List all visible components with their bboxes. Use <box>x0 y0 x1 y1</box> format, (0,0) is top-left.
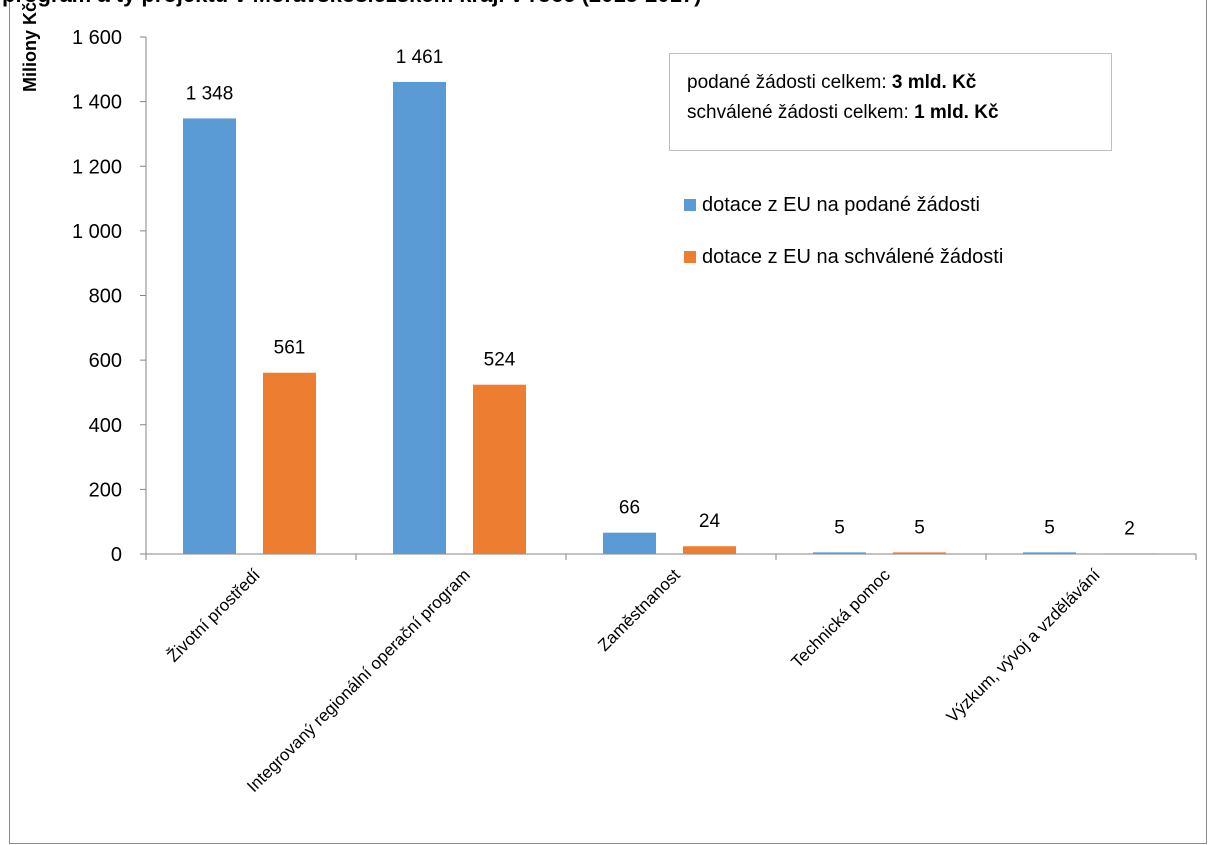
data-label-approved: 5 <box>914 517 925 538</box>
bar-approved <box>263 372 316 554</box>
legend-swatch-submitted <box>684 199 696 211</box>
chart-frame <box>9 0 1207 844</box>
y-tick-label: 600 <box>89 350 122 372</box>
y-tick-label: 0 <box>111 544 122 566</box>
title-clip: program a ty projektů v Moravskoslezském… <box>0 0 1208 10</box>
y-tick-label: 1 600 <box>72 27 122 49</box>
category-label: Zaměstnanost <box>594 565 684 655</box>
info-line-approved-label: schválené žádosti celkem: <box>687 102 915 123</box>
bar-approved <box>893 552 946 554</box>
bar-submitted <box>393 81 446 555</box>
legend-label-submitted: dotace z EU na podané žádosti <box>702 194 980 216</box>
bar-submitted <box>1023 552 1076 554</box>
data-label-approved: 24 <box>699 511 721 532</box>
data-label-submitted: 5 <box>1044 517 1055 538</box>
y-tick-label: 200 <box>89 479 122 501</box>
category-label: Výzkum, vývoj a vzdělávání <box>943 565 1104 726</box>
data-label-submitted: 1 348 <box>186 83 234 104</box>
legend-item-approved: dotace z EU na schválené žádosti <box>684 246 1003 269</box>
legend-swatch-approved <box>684 251 696 263</box>
y-tick-label: 1 000 <box>72 221 122 243</box>
category-label: Integrovaný regionální operační program <box>243 565 474 796</box>
data-label-submitted: 5 <box>834 517 845 538</box>
bar-submitted <box>183 118 236 555</box>
legend-label-approved: dotace z EU na schválené žádosti <box>702 246 1004 268</box>
info-line-submitted-value: 3 mld. Kč <box>891 72 977 93</box>
data-label-submitted: 66 <box>619 498 640 519</box>
y-tick-label: 800 <box>89 286 122 308</box>
category-label: Technická pomoc <box>788 565 895 672</box>
chart-title: program a ty projektů v Moravskoslezském… <box>2 0 701 8</box>
legend-item-submitted: dotace z EU na podané žádosti <box>684 194 980 217</box>
info-line-approved-value: 1 mld. Kč <box>914 102 999 123</box>
bar-submitted <box>603 532 656 554</box>
info-line-approved: schválené žádosti celkem: 1 mld. Kč <box>687 98 1111 128</box>
bar-approved <box>683 546 736 554</box>
y-tick-label: 1 200 <box>72 156 122 178</box>
data-label-approved: 561 <box>274 338 306 359</box>
totals-info-box: podané žádosti celkem: 3 mld. Kč schvále… <box>669 53 1112 151</box>
info-line-submitted: podané žádosti celkem: 3 mld. Kč <box>687 68 1111 98</box>
data-label-submitted: 1 461 <box>396 47 444 68</box>
data-label-approved: 2 <box>1124 518 1135 539</box>
data-label-approved: 524 <box>484 350 516 371</box>
y-tick-label: 1 400 <box>72 92 122 114</box>
bar-submitted <box>813 552 866 554</box>
bar-approved <box>1103 553 1156 554</box>
y-tick-label: 400 <box>89 415 122 437</box>
bar-approved <box>473 384 526 554</box>
info-line-submitted-label: podané žádosti celkem: <box>687 72 892 93</box>
category-label: Životní prostředí <box>164 565 264 665</box>
